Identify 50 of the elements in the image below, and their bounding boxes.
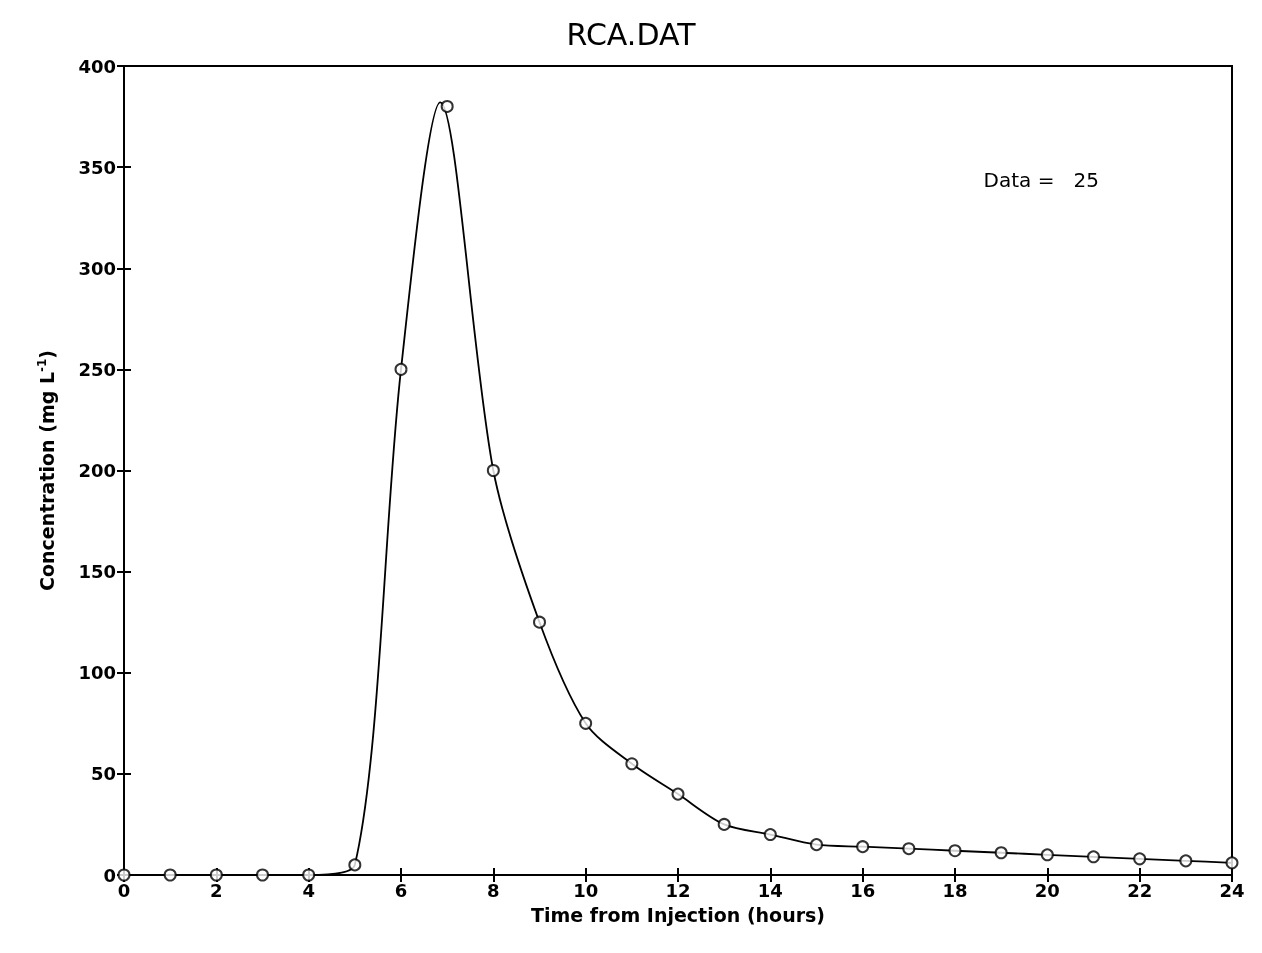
x-tick-label: 14	[757, 879, 783, 901]
point	[394, 362, 408, 376]
point	[625, 757, 639, 771]
point	[209, 868, 223, 882]
y-tick-label: 350	[78, 156, 116, 178]
x-tick-label: 2	[210, 879, 223, 901]
y-axis-title: Concentration (mg L-1)	[35, 349, 58, 592]
point	[579, 716, 593, 730]
point	[302, 868, 316, 882]
point	[1133, 852, 1147, 866]
y-tick-label: 400	[78, 55, 116, 77]
point	[1179, 854, 1193, 868]
point	[486, 464, 500, 477]
x-tick-label: 22	[1127, 879, 1153, 901]
x-tick-label: 6	[394, 879, 408, 901]
point	[763, 828, 777, 842]
point	[533, 615, 546, 629]
point	[256, 868, 269, 882]
point	[856, 840, 870, 854]
chart-title: RCA.DAT	[566, 16, 697, 52]
x-tick-label: 4	[302, 879, 315, 901]
x-axis-title: Time from Injection (hours)	[530, 903, 826, 926]
y-tick-label: 300	[78, 257, 116, 279]
point	[1225, 856, 1239, 870]
x-tick-label: 10	[573, 879, 599, 901]
point	[717, 817, 731, 831]
point	[1087, 850, 1100, 864]
y-tick-label: 150	[78, 561, 116, 583]
x-tick-label: 8	[487, 879, 500, 901]
x-tick-label: 18	[942, 879, 968, 901]
point	[994, 846, 1008, 860]
y-tick-label: 50	[90, 763, 116, 785]
point	[440, 99, 454, 113]
point	[948, 844, 962, 858]
y-tick-label: 200	[78, 460, 116, 481]
y-tick-label: 0	[103, 864, 116, 886]
x-tick-label: 12	[665, 879, 691, 901]
x-tick-label: 24	[1219, 879, 1245, 901]
point	[348, 858, 362, 872]
y-tick-label: 250	[78, 358, 116, 380]
x-tick-label: 16	[850, 879, 876, 901]
point	[671, 787, 685, 801]
point	[902, 842, 916, 856]
x-tick-label: 20	[1034, 879, 1060, 901]
point	[163, 868, 177, 882]
point	[1040, 848, 1054, 862]
point	[810, 838, 823, 852]
x-tick-label: 0	[117, 879, 131, 901]
annotation: Data = 25	[983, 168, 1099, 192]
y-tick-label: 100	[78, 662, 116, 684]
